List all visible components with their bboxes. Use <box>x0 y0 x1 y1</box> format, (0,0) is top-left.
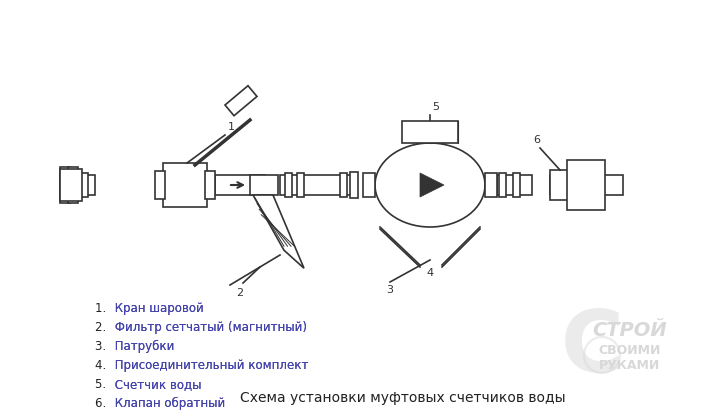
Bar <box>513 173 520 197</box>
Text: Патрубки: Патрубки <box>111 340 174 353</box>
Text: 1.: 1. <box>95 302 110 315</box>
Text: СВОИМИ: СВОИМИ <box>599 344 661 357</box>
Bar <box>225 86 257 116</box>
Polygon shape <box>420 173 444 197</box>
Bar <box>70 173 78 197</box>
Bar <box>497 175 532 195</box>
Bar <box>60 167 70 203</box>
Text: Клапан обратный: Клапан обратный <box>111 397 225 410</box>
Text: 6: 6 <box>534 135 540 145</box>
Bar <box>567 160 605 210</box>
Bar <box>550 170 600 200</box>
Text: Схема установки муфтовых счетчиков воды: Схема установки муфтовых счетчиков воды <box>240 391 566 404</box>
Bar <box>205 171 215 199</box>
Bar <box>340 173 347 197</box>
Bar <box>68 167 78 203</box>
Text: 3: 3 <box>386 285 393 295</box>
Bar <box>550 175 600 195</box>
Text: Клапан обратный: Клапан обратный <box>111 397 225 410</box>
Text: С: С <box>560 307 624 389</box>
Bar <box>402 121 458 143</box>
Text: 2.: 2. <box>95 321 110 334</box>
Text: Фильтр сетчатый (магнитный): Фильтр сетчатый (магнитный) <box>111 321 307 334</box>
Text: 3.: 3. <box>95 340 110 353</box>
Bar <box>485 173 497 197</box>
Bar <box>363 173 375 197</box>
Text: Присоединительный комплект: Присоединительный комплект <box>111 359 309 372</box>
Text: 2: 2 <box>237 288 243 298</box>
Bar <box>280 175 355 195</box>
Bar <box>215 175 265 195</box>
Text: СТРОЙ: СТРОЙ <box>592 320 667 339</box>
Text: Счетчик воды: Счетчик воды <box>111 378 202 391</box>
Bar <box>163 163 207 207</box>
Text: 5: 5 <box>432 102 439 112</box>
Text: 5.: 5. <box>95 378 110 391</box>
Bar <box>285 173 292 197</box>
Text: РУКАМИ: РУКАМИ <box>600 359 661 372</box>
Bar <box>350 172 358 198</box>
Bar <box>250 175 278 195</box>
Text: Кран шаровой: Кран шаровой <box>111 302 204 315</box>
Polygon shape <box>253 195 304 268</box>
Ellipse shape <box>375 143 485 227</box>
Text: Фильтр сетчатый (магнитный): Фильтр сетчатый (магнитный) <box>111 321 307 334</box>
Text: Присоединительный комплект: Присоединительный комплект <box>111 359 309 372</box>
Text: Кран шаровой: Кран шаровой <box>111 302 204 315</box>
Text: Патрубки: Патрубки <box>111 340 174 353</box>
Bar <box>60 173 68 197</box>
Text: 6.: 6. <box>95 397 110 410</box>
Bar <box>60 169 82 201</box>
Text: 4: 4 <box>426 268 433 278</box>
Bar <box>155 171 165 199</box>
Text: 1: 1 <box>228 122 235 132</box>
Bar <box>60 175 95 195</box>
Text: 4.: 4. <box>95 359 110 372</box>
Text: Счетчик воды: Счетчик воды <box>111 378 202 391</box>
Bar <box>297 173 304 197</box>
Bar <box>80 173 88 197</box>
Bar <box>499 173 506 197</box>
Bar <box>598 175 623 195</box>
